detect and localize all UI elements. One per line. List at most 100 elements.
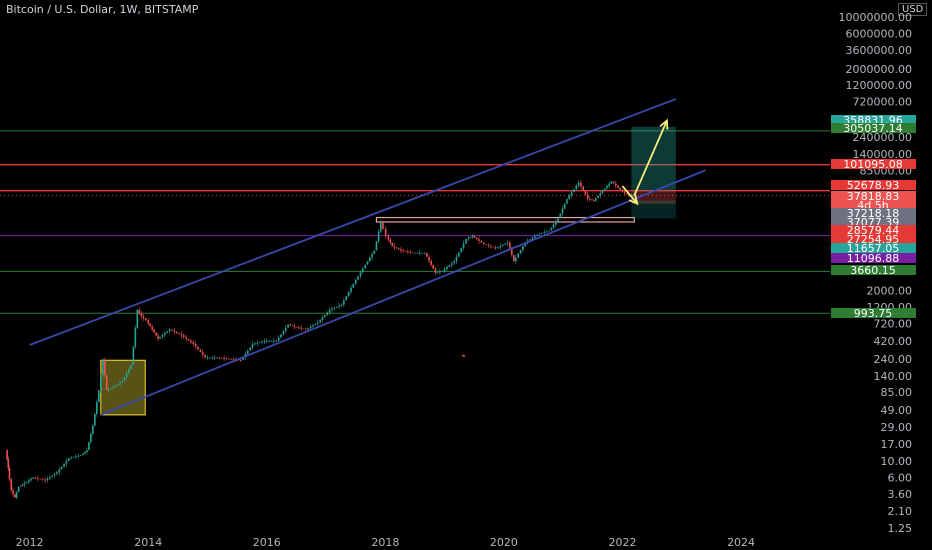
candle xyxy=(204,354,206,358)
price-label-text: 27254.95 xyxy=(847,233,900,246)
price-label-bg xyxy=(831,115,916,125)
candle xyxy=(538,233,541,235)
candle xyxy=(487,245,490,246)
trend-channel xyxy=(29,98,706,416)
candle xyxy=(550,227,553,231)
candle xyxy=(220,357,223,359)
candle xyxy=(32,477,35,479)
candle xyxy=(375,240,378,251)
chart-title: Bitcoin / U.S. Dollar, 1W, BITSTAMP xyxy=(6,3,199,16)
price-label: 28579.44 xyxy=(831,224,916,237)
candle xyxy=(247,350,249,354)
price-label-text: 37818.83 xyxy=(847,190,900,203)
candle xyxy=(494,247,497,249)
candle xyxy=(185,337,187,339)
candle xyxy=(119,382,121,385)
resistance-zone xyxy=(375,216,635,223)
candle xyxy=(591,199,593,201)
candle xyxy=(414,252,416,254)
candle xyxy=(380,221,382,232)
candle xyxy=(545,231,548,233)
candle xyxy=(492,246,495,248)
candle xyxy=(623,191,626,194)
y-tick-label: 720000.00 xyxy=(853,96,913,109)
candle xyxy=(597,195,599,199)
candle xyxy=(404,250,407,252)
candle xyxy=(575,185,578,190)
candle xyxy=(467,238,470,240)
projection-arrow-down-head xyxy=(628,194,639,206)
candle xyxy=(90,433,92,443)
candle xyxy=(102,360,104,376)
candle xyxy=(190,340,192,343)
candle xyxy=(28,480,30,482)
candle xyxy=(400,249,402,251)
currency-unit-label[interactable]: USD xyxy=(898,3,928,16)
candle xyxy=(610,181,613,184)
y-tick-label: 17.00 xyxy=(881,438,913,451)
candle xyxy=(343,300,345,305)
candle xyxy=(615,183,617,186)
candle xyxy=(617,185,619,188)
candle xyxy=(254,343,256,345)
y-tick-label: 1.25 xyxy=(888,522,913,535)
x-tick-label: 2014 xyxy=(134,536,162,549)
candle xyxy=(364,264,366,269)
candle xyxy=(251,344,254,348)
candle xyxy=(573,189,575,193)
candle xyxy=(302,328,305,330)
candle xyxy=(161,334,164,337)
candle xyxy=(98,390,100,403)
candle xyxy=(338,305,340,307)
candle xyxy=(138,309,141,314)
channel-lower-line xyxy=(100,169,706,416)
candle xyxy=(559,213,562,219)
candle xyxy=(79,455,82,456)
candle xyxy=(88,442,90,451)
candle xyxy=(99,375,102,391)
y-tick-label: 49.00 xyxy=(881,404,913,417)
y-tick-label: 6.00 xyxy=(888,471,913,484)
candle xyxy=(228,358,230,360)
candle xyxy=(478,239,480,241)
candle xyxy=(606,186,608,189)
candle xyxy=(357,276,359,280)
candle xyxy=(519,249,522,254)
candle xyxy=(107,389,110,391)
candle xyxy=(114,385,117,388)
candle xyxy=(201,352,204,355)
candle xyxy=(65,460,68,464)
candle xyxy=(366,261,369,265)
candle xyxy=(557,218,559,222)
price-label-bg xyxy=(831,265,916,275)
candle xyxy=(117,384,119,386)
candle xyxy=(46,478,49,481)
candle xyxy=(340,304,343,306)
candle xyxy=(209,357,211,359)
candle xyxy=(475,237,478,240)
y-tick-label: 10.00 xyxy=(881,455,913,468)
candle xyxy=(6,450,8,460)
candle xyxy=(60,466,63,470)
candle xyxy=(223,358,225,359)
candle xyxy=(180,334,183,336)
candle xyxy=(423,252,426,254)
y-tick-label: 140000.00 xyxy=(853,148,913,161)
price-label-bg xyxy=(831,243,916,253)
candle xyxy=(501,244,504,246)
candle xyxy=(514,257,517,262)
candle xyxy=(316,322,319,324)
y-tick-label: 2000.00 xyxy=(867,285,913,298)
candle xyxy=(287,324,289,328)
candle xyxy=(389,239,392,243)
price-label: 52678.93 xyxy=(831,179,916,192)
candle xyxy=(314,323,317,326)
price-label: 27254.95 xyxy=(831,233,916,246)
price-label: 11657.05 xyxy=(831,242,916,255)
candle xyxy=(265,340,268,342)
candle xyxy=(41,479,44,480)
candle xyxy=(563,203,566,209)
candle xyxy=(84,451,86,454)
candle xyxy=(30,478,32,481)
